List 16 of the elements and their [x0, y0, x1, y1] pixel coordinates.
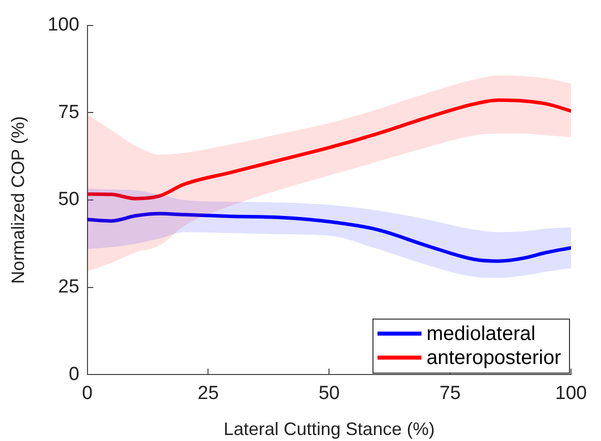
x-tick-label: 0: [82, 383, 93, 404]
y-tick-label: 50: [58, 189, 80, 210]
y-tick-label: 75: [58, 102, 80, 123]
x-tick-label: 75: [440, 383, 461, 404]
x-axis-title: Lateral Cutting Stance (%): [224, 419, 435, 440]
legend-label: mediolateral: [426, 323, 536, 346]
line-series: [87, 212, 571, 263]
y-tick-label: 100: [48, 14, 80, 36]
y-tick-label: 0: [68, 364, 80, 385]
line-series: [87, 98, 571, 200]
x-tick-label: 25: [198, 383, 219, 404]
x-tick-label: 50: [318, 383, 340, 404]
x-tick-label: 100: [555, 383, 587, 404]
y-tick-label: 25: [58, 276, 80, 298]
y-axis-title: Normalized COP (%): [8, 116, 28, 284]
legend-label: anteroposterior: [426, 347, 562, 370]
